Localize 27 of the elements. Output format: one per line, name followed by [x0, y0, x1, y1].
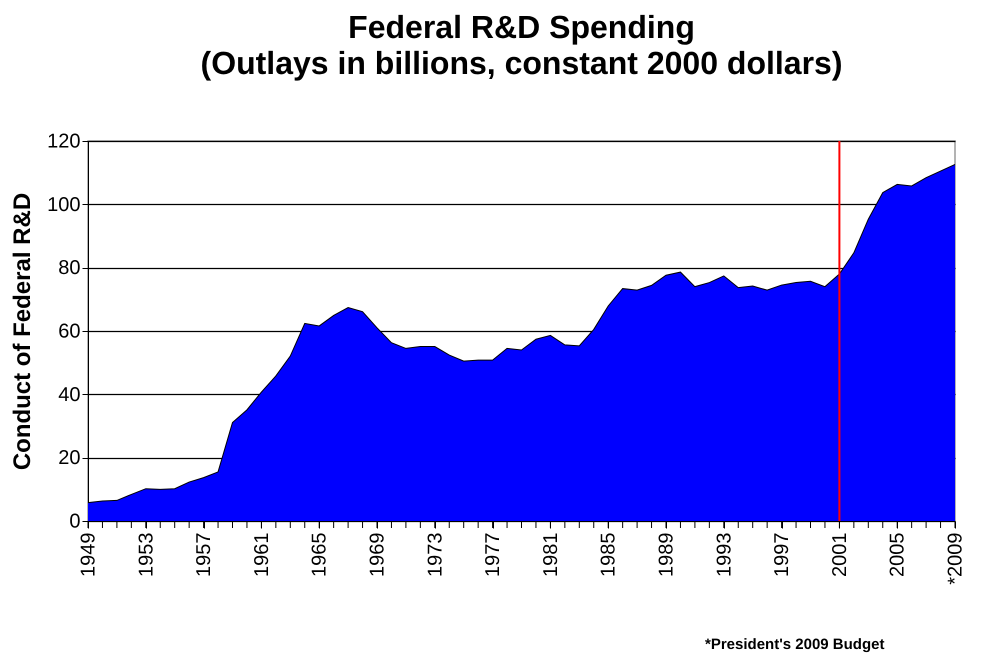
x-tick-label: 1957 — [193, 532, 216, 577]
x-tick-label: 1993 — [713, 532, 736, 577]
y-tick-label: 100 — [47, 194, 80, 216]
x-tick-label: 1977 — [482, 532, 504, 577]
x-tick-label: 1953 — [135, 532, 158, 577]
y-axis-title: Conduct of Federal R&D — [9, 192, 36, 470]
x-tick-label: 1989 — [656, 532, 678, 577]
x-tick-label: 2005 — [886, 532, 909, 577]
text: *President's 2009 Budget — [705, 636, 884, 653]
y-tick-label: 60 — [58, 320, 80, 342]
x-tick-label: 1961 — [250, 532, 273, 577]
x-tick-label: 1997 — [771, 532, 794, 577]
y-tick-label: 0 — [69, 510, 80, 532]
x-tick-label: *2009 — [944, 532, 966, 585]
x-tick-label: 1973 — [424, 532, 446, 577]
chart-title: Federal R&D Spending — [348, 9, 695, 45]
x-tick-label: 1949 — [78, 532, 100, 577]
y-tick-label: 40 — [58, 384, 80, 406]
y-tick-label: 120 — [47, 130, 80, 152]
chart-subtitle: (Outlays in billions, constant 2000 dollars) — [200, 45, 842, 81]
x-tick-label: 1965 — [308, 532, 331, 577]
x-tick-label: 1981 — [540, 532, 562, 577]
y-tick-label: 20 — [58, 447, 80, 470]
x-tick-label: 2001 — [828, 532, 851, 577]
x-tick-label: 1985 — [598, 532, 620, 577]
x-tick-label: 1969 — [366, 532, 388, 577]
y-tick-label: 80 — [58, 257, 80, 280]
